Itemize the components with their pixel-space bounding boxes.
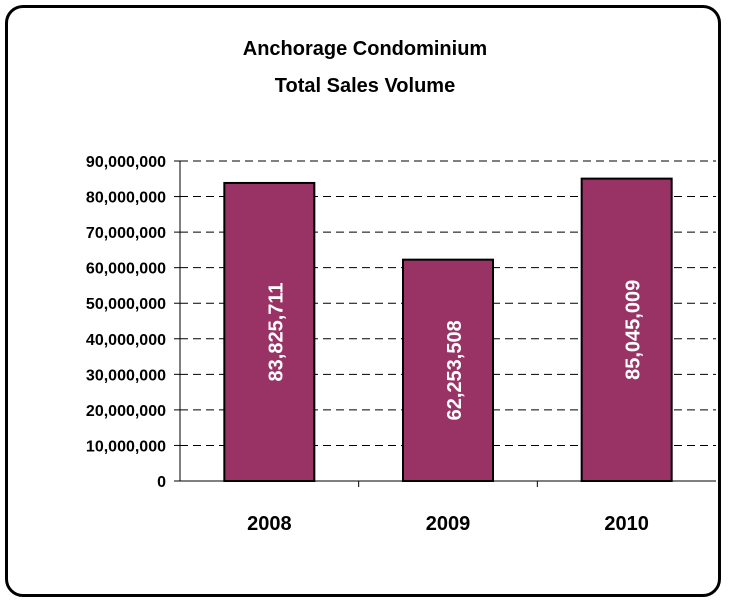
y-tick-label: 80,000,000	[86, 190, 166, 207]
x-category-label: 2008	[247, 513, 292, 535]
chart-title-line1: Anchorage Condominium	[242, 38, 488, 60]
y-tick-label: 10,000,000	[86, 438, 166, 455]
y-tick-label: 20,000,000	[86, 403, 166, 420]
bar	[223, 181, 316, 482]
data-label: 62,253,508	[444, 320, 466, 420]
x-category-label: 2010	[604, 513, 649, 535]
y-tick-label: 60,000,000	[86, 261, 166, 278]
y-tick-label: 90,000,000	[86, 154, 166, 171]
data-label: 83,825,711	[265, 282, 287, 381]
bar	[402, 258, 494, 483]
y-tick-label: 0	[157, 474, 166, 491]
y-tick-label: 70,000,000	[86, 225, 166, 242]
bar	[580, 177, 673, 483]
chart-title-line2: Total Sales Volume	[274, 75, 456, 97]
y-tick-label: 30,000,000	[86, 367, 166, 384]
y-tick-label: 50,000,000	[86, 296, 166, 313]
x-category-label: 2009	[426, 513, 471, 535]
data-label: 85,045,009	[623, 280, 645, 380]
y-tick-label: 40,000,000	[86, 332, 166, 349]
